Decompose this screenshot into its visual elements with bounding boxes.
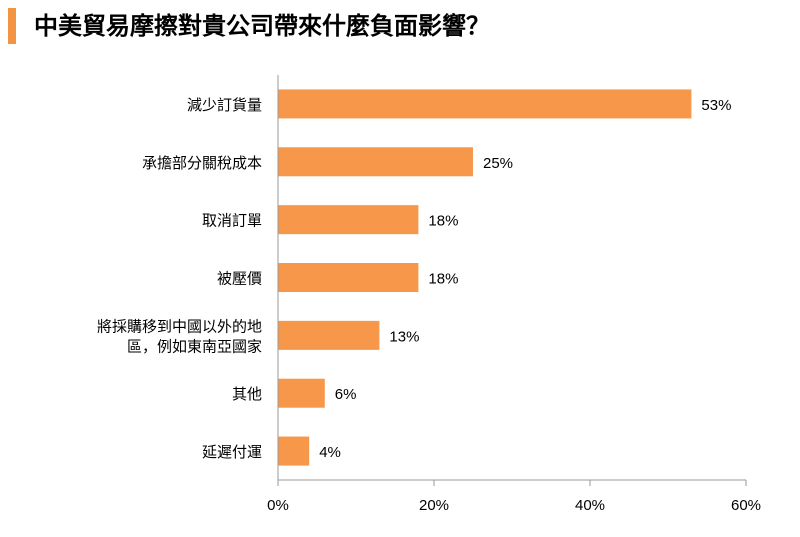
data-label: 4% — [319, 444, 341, 461]
bar — [278, 147, 473, 177]
category-label: 延遲付運 — [202, 443, 262, 461]
category-label: 區，例如東南亞國家 — [127, 337, 262, 355]
bar — [278, 89, 692, 119]
x-tick-label: 40% — [575, 497, 605, 514]
title-accent-bar — [8, 8, 16, 44]
data-label: 13% — [389, 328, 419, 345]
category-label: 被壓價 — [217, 270, 262, 288]
category-label: 取消訂單 — [202, 212, 262, 230]
bar — [278, 320, 380, 350]
x-tick-label: 60% — [731, 497, 761, 514]
x-tick-label: 0% — [267, 497, 289, 514]
x-tick-label: 20% — [419, 497, 449, 514]
bar — [278, 263, 419, 292]
bar — [278, 436, 310, 466]
category-label: 承擔部分關稅成本 — [142, 154, 262, 172]
data-label: 18% — [428, 271, 458, 288]
data-label: 18% — [428, 213, 458, 230]
category-label: 減少訂貨量 — [187, 96, 262, 114]
category-label: 將採購移到中國以外的地 — [97, 317, 262, 335]
data-label: 53% — [701, 97, 731, 114]
page-title: 中美貿易摩擦對貴公司帶來什麼負面影響？ — [34, 12, 490, 40]
bar — [278, 205, 419, 235]
category-label: 其他 — [232, 385, 262, 403]
bar — [278, 378, 325, 408]
data-label: 6% — [335, 386, 357, 403]
data-label: 25% — [483, 155, 513, 172]
